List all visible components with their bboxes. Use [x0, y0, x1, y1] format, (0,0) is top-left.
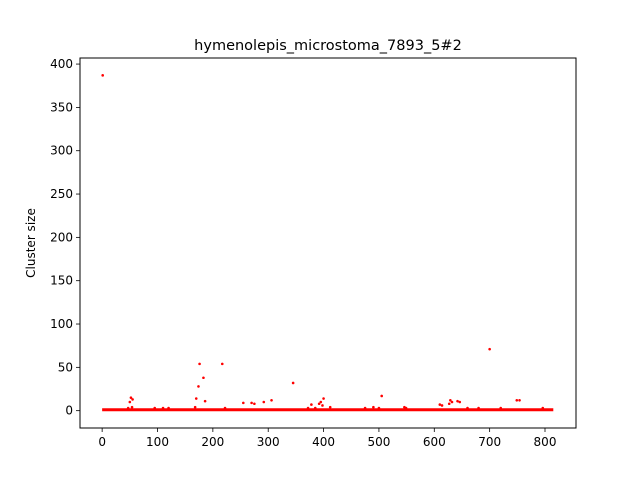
- data-point: [377, 406, 381, 410]
- y-tick-label: 150: [50, 274, 73, 288]
- data-point: [306, 406, 310, 410]
- x-tick-label: 800: [534, 435, 557, 449]
- data-point: [456, 399, 459, 403]
- data-point: [518, 398, 521, 402]
- data-point: [197, 385, 200, 388]
- data-point: [202, 376, 205, 380]
- data-point: [167, 406, 170, 410]
- x-tick-label: 500: [367, 435, 390, 449]
- data-point: [131, 398, 134, 401]
- x-tick-label: 700: [478, 435, 501, 449]
- y-tick-label: 300: [50, 144, 73, 158]
- y-tick-label: 200: [50, 230, 73, 244]
- data-point: [253, 402, 256, 406]
- y-tick-label: 350: [50, 100, 73, 114]
- data-point: [488, 347, 491, 351]
- data-point: [449, 398, 452, 402]
- data-point: [363, 406, 367, 410]
- data-point: [380, 394, 383, 398]
- x-tick-label: 100: [146, 435, 169, 449]
- x-tick-label: 300: [257, 435, 280, 449]
- data-point: [223, 406, 227, 410]
- data-point: [242, 401, 245, 405]
- data-point: [194, 397, 198, 400]
- data-point: [328, 405, 332, 409]
- data-point: [130, 405, 134, 409]
- data-point: [404, 406, 408, 410]
- data-point: [541, 406, 545, 410]
- x-tick-label: 400: [312, 435, 335, 449]
- y-tick-label: 0: [65, 404, 73, 418]
- data-point: [438, 403, 442, 406]
- x-tick-label: 600: [423, 435, 446, 449]
- data-point: [250, 401, 253, 405]
- data-point: [128, 400, 132, 404]
- y-tick-label: 400: [50, 57, 73, 71]
- data-point: [193, 405, 197, 409]
- data-point: [198, 362, 201, 366]
- data-point: [450, 400, 454, 404]
- data-point: [317, 402, 321, 406]
- y-tick-label: 100: [50, 317, 73, 331]
- data-point: [291, 381, 295, 385]
- data-point: [440, 404, 444, 407]
- plot-area: 0 100 200 300 400 500 600 700 800 0 50 100 150 200 250…: [50, 57, 556, 449]
- data-point: [101, 74, 104, 77]
- y-tick-label: 250: [50, 187, 73, 201]
- data-point: [220, 362, 224, 366]
- data-point: [203, 399, 207, 403]
- data-point: [458, 400, 462, 404]
- chart-title: hymenolepis_microstoma_7893_5#2: [194, 38, 462, 54]
- data-point: [310, 403, 313, 406]
- data-point: [129, 396, 133, 399]
- data-point: [466, 406, 469, 410]
- data-point: [153, 406, 157, 410]
- data-point: [262, 400, 266, 404]
- data-point: [477, 406, 480, 410]
- x-tick-label: 200: [201, 435, 224, 449]
- axes-frame: [79, 57, 577, 429]
- data-point: [322, 397, 325, 400]
- x-tick-label: 0: [98, 435, 106, 449]
- data-point: [161, 406, 165, 410]
- data-point: [372, 405, 375, 409]
- data-point: [321, 404, 324, 407]
- data-point: [447, 402, 451, 406]
- data-point: [515, 398, 519, 402]
- data-point: [313, 406, 317, 410]
- data-point: [499, 406, 503, 410]
- y-tick-label: 50: [58, 360, 73, 374]
- data-point: [270, 398, 273, 402]
- y-axis-label: Cluster size: [24, 208, 38, 278]
- data-point: [126, 406, 130, 410]
- data-point: [319, 400, 323, 404]
